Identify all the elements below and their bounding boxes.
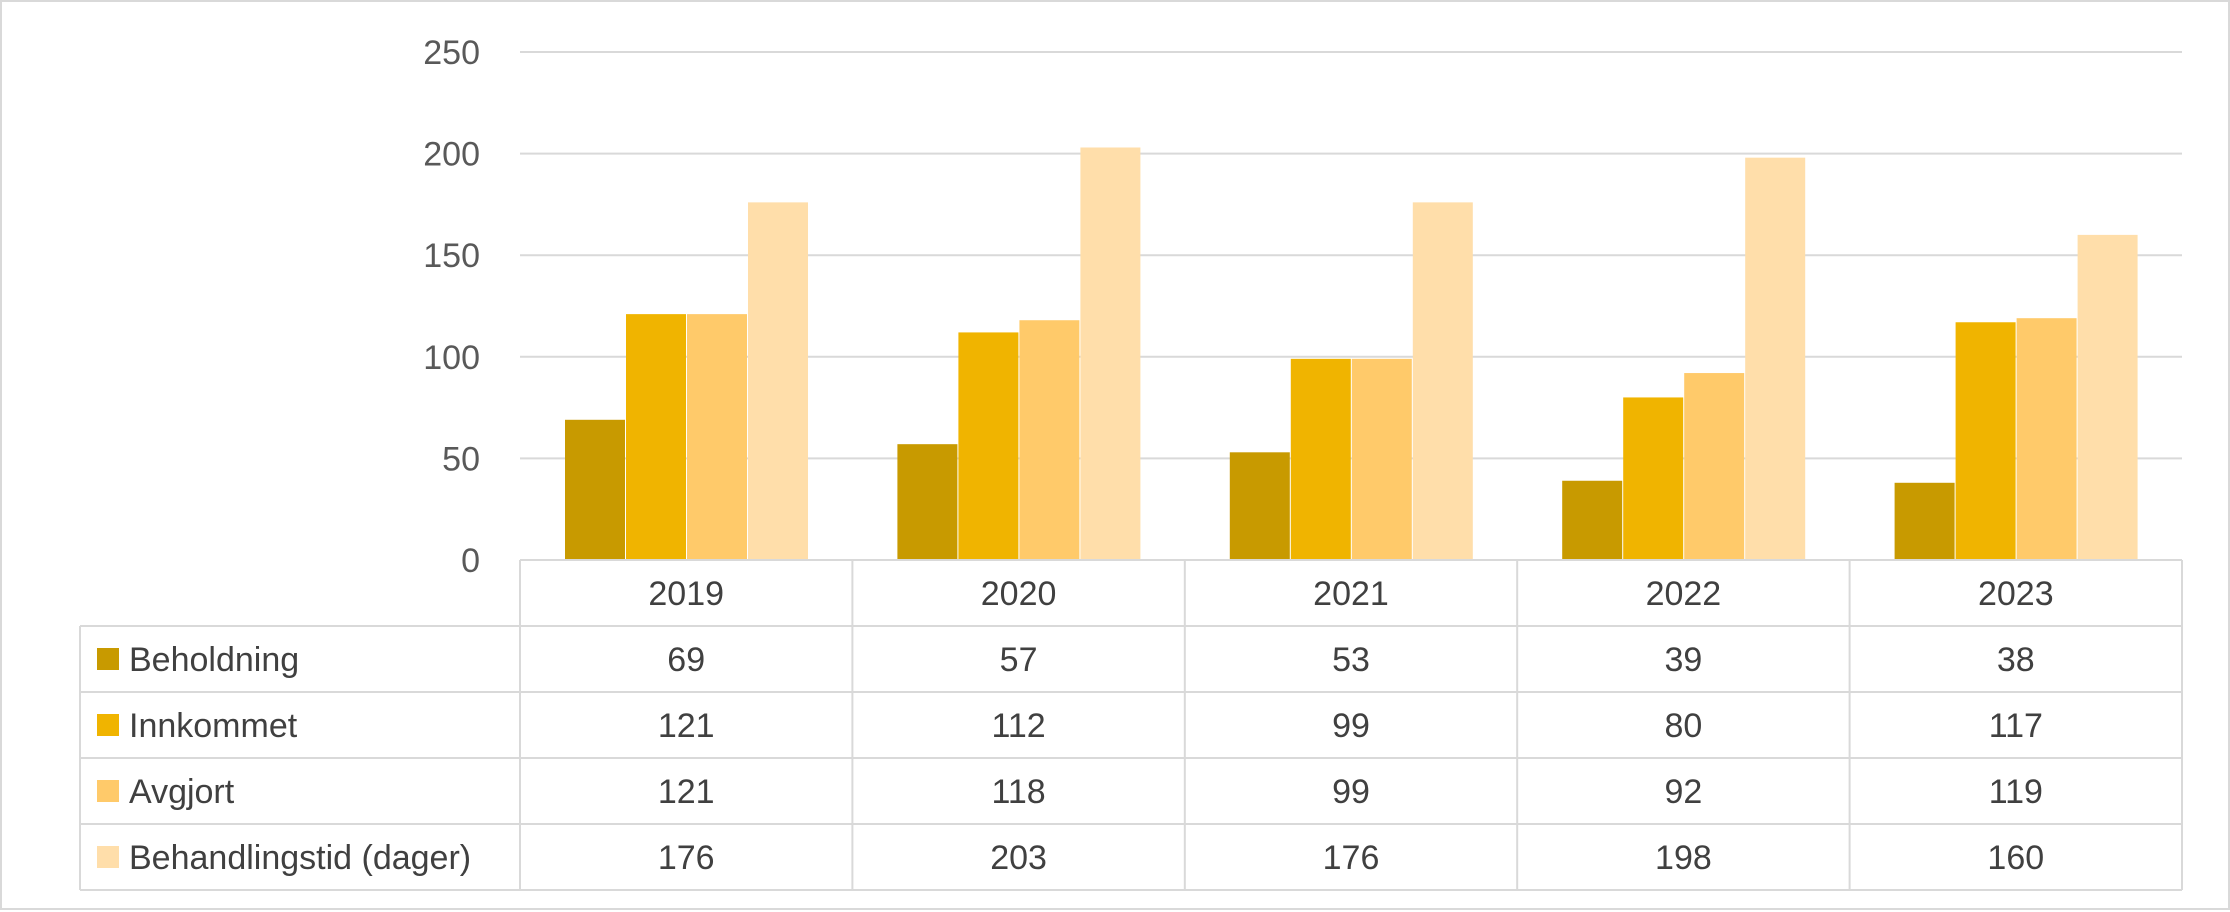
legend-key-3 — [97, 846, 119, 868]
data-value: 99 — [1332, 707, 1370, 745]
bar-2023-2 — [2016, 318, 2077, 560]
bars — [565, 147, 2138, 561]
y-tick-label: 200 — [423, 136, 480, 174]
data-value: 198 — [1655, 839, 1712, 877]
data-value: 53 — [1332, 641, 1370, 679]
category-label: 2021 — [1313, 575, 1389, 613]
bar-2019-3 — [748, 202, 808, 561]
bar-2021-3 — [1412, 202, 1473, 561]
data-value: 160 — [1987, 839, 2044, 877]
bar-2022-0 — [1562, 480, 1623, 560]
bar-2019-0 — [565, 419, 625, 560]
data-value: 117 — [1989, 707, 2043, 745]
y-tick-label: 50 — [442, 440, 480, 478]
y-tick-label: 0 — [461, 542, 480, 580]
y-axis: 0 50 100 150 200 250 — [423, 34, 480, 580]
category-label: 2020 — [981, 575, 1057, 613]
data-table: 2019 2020 2021 2022 2023 Beholdning 69 57 53 39 38… — [79, 559, 2183, 891]
legend-key-2 — [97, 780, 119, 802]
data-value: 176 — [658, 839, 715, 877]
bar-2019-2 — [687, 314, 747, 560]
data-value: 119 — [1989, 773, 2043, 811]
data-value: 121 — [658, 707, 715, 745]
legend-key-1 — [97, 714, 119, 736]
data-value: 38 — [1997, 641, 2035, 679]
data-value: 176 — [1323, 839, 1380, 877]
data-value: 69 — [667, 641, 705, 679]
data-value: 99 — [1332, 773, 1370, 811]
bar-2019-1 — [626, 314, 686, 560]
bar-2021-0 — [1229, 452, 1290, 560]
bar-2023-1 — [1955, 322, 2016, 560]
data-value: 80 — [1664, 707, 1702, 745]
category-label: 2023 — [1978, 575, 2054, 613]
bar-2022-2 — [1684, 373, 1745, 560]
bar-2021-1 — [1290, 358, 1351, 560]
series-name: Behandlingstid (dager) — [129, 839, 471, 877]
bar-2023-3 — [2077, 234, 2138, 560]
data-value: 118 — [991, 773, 1045, 811]
bar-2022-1 — [1623, 397, 1684, 560]
category-label: 2022 — [1646, 575, 1722, 613]
bar-2020-0 — [897, 444, 958, 560]
bar-2022-3 — [1745, 157, 1806, 560]
y-tick-label: 100 — [423, 339, 480, 377]
y-tick-label: 250 — [423, 34, 480, 72]
data-value: 57 — [1000, 641, 1038, 679]
data-value: 203 — [990, 839, 1047, 877]
bar-2023-0 — [1894, 482, 1955, 560]
data-value: 112 — [991, 707, 1045, 745]
y-tick-label: 150 — [423, 237, 480, 275]
legend-key-0 — [97, 648, 119, 670]
data-value: 121 — [658, 773, 715, 811]
bar-2020-2 — [1019, 320, 1080, 560]
category-label: 2019 — [648, 575, 724, 613]
bar-2020-1 — [958, 332, 1019, 560]
bar-2020-3 — [1080, 147, 1141, 560]
data-value: 39 — [1664, 641, 1702, 679]
series-name: Beholdning — [129, 641, 299, 679]
data-value: 92 — [1664, 773, 1702, 811]
bar-2021-2 — [1351, 358, 1412, 560]
series-name: Innkommet — [129, 707, 298, 745]
series-name: Avgjort — [129, 773, 235, 811]
